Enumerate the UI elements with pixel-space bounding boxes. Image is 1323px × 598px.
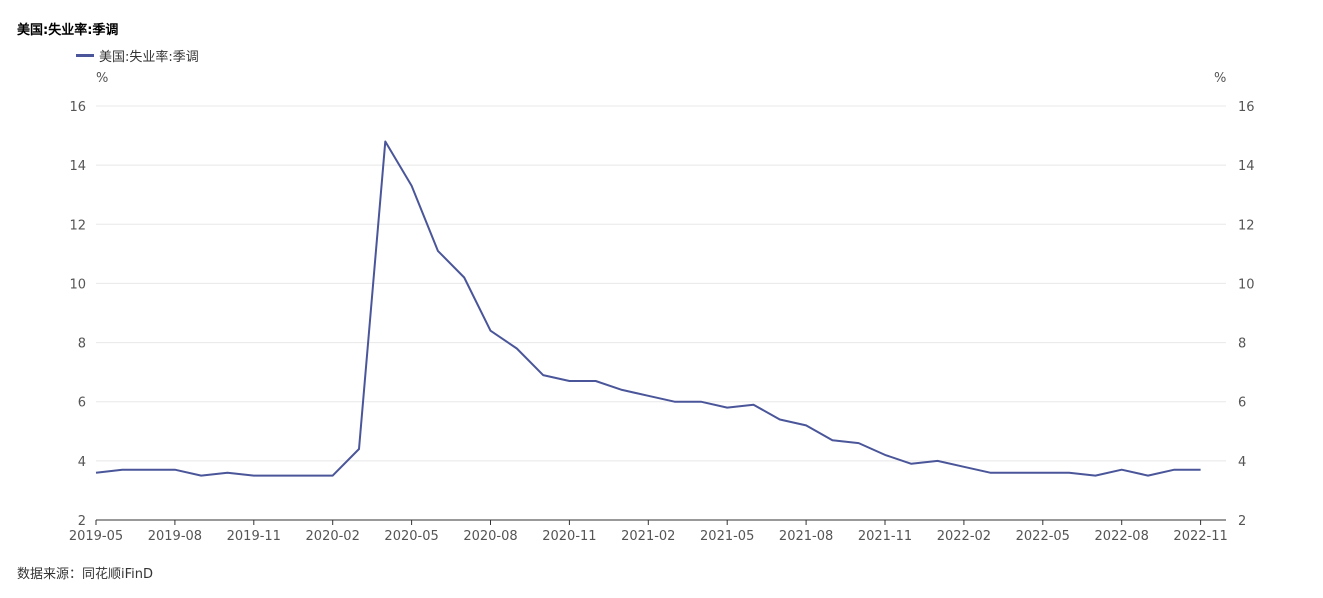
x-tick-label: 2020-02 [306, 529, 360, 544]
y-tick-label-right: 6 [1238, 396, 1246, 411]
y-tick-label-right: 14 [1238, 159, 1255, 174]
y-tick-label-left: 10 [69, 277, 86, 292]
x-tick-label: 2022-11 [1173, 529, 1227, 544]
x-tick-label: 2021-11 [858, 529, 912, 544]
y-tick-label-left: 2 [78, 514, 86, 529]
legend[interactable]: 美国:失业率:季调 [76, 46, 199, 65]
chart-title: 美国:失业率:季调 [17, 23, 119, 38]
legend-swatch [76, 53, 94, 57]
x-tick-label: 2022-08 [1095, 529, 1149, 544]
y-axis-left: 2 4 6 8 10 12 14 16 [69, 100, 86, 529]
y-tick-label-right: 8 [1238, 337, 1246, 352]
y-tick-label-left: 14 [69, 159, 86, 174]
y-tick-label-right: 10 [1238, 277, 1255, 292]
y-tick-label-left: 8 [78, 337, 86, 352]
y-tick-label-right: 12 [1238, 218, 1255, 233]
grid-lines [96, 105, 1226, 521]
y-tick-label-left: 12 [69, 218, 86, 233]
y-unit-left: % [96, 71, 108, 86]
x-tick-label: 2021-08 [779, 529, 833, 544]
data-source: 数据来源：同花顺iFinD [17, 567, 154, 582]
x-tick-label: 2022-02 [937, 529, 991, 544]
y-tick-label-right: 16 [1238, 100, 1255, 115]
series-line [95, 140, 1201, 477]
x-tick-label: 2019-11 [227, 529, 281, 544]
x-tick-label: 2019-05 [69, 529, 123, 544]
x-tick-label: 2019-08 [148, 529, 202, 544]
x-axis: 2019-05 2019-08 2019-11 2020-02 2020-05 2020-… [69, 520, 1228, 544]
y-tick-label-left: 6 [78, 396, 86, 411]
legend-label: 美国:失业率:季调 [99, 49, 199, 65]
x-tick-label: 2021-05 [700, 529, 754, 544]
y-tick-label-right: 2 [1238, 514, 1246, 529]
x-tick-label: 2022-05 [1016, 529, 1070, 544]
y-tick-label-right: 4 [1238, 455, 1246, 470]
series-lines [95, 140, 1201, 477]
x-tick-label: 2020-08 [463, 529, 517, 544]
x-tick-label: 2020-11 [542, 529, 596, 544]
y-tick-label-left: 4 [78, 455, 86, 470]
y-axis-right: 2 4 6 8 10 12 14 16 [1238, 100, 1255, 529]
x-tick-label: 2020-05 [384, 529, 438, 544]
x-tick-label: 2021-02 [621, 529, 675, 544]
y-unit-right: % [1214, 71, 1226, 86]
y-tick-label-left: 16 [69, 100, 86, 115]
